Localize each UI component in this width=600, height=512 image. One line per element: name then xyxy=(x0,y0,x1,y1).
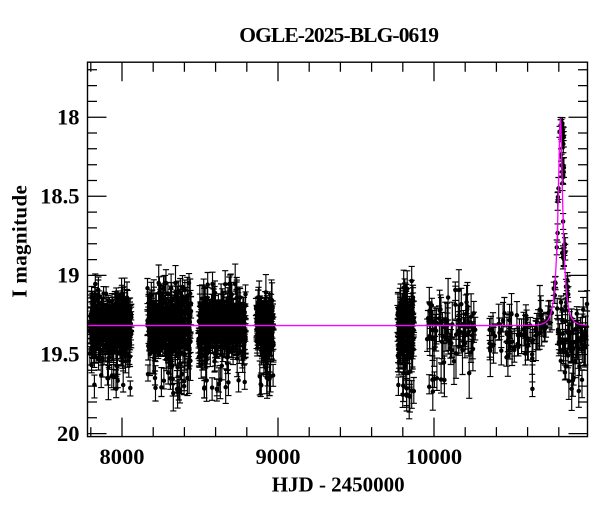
svg-text:I magnitude: I magnitude xyxy=(7,185,31,298)
svg-text:19.5: 19.5 xyxy=(40,342,79,367)
svg-text:10000: 10000 xyxy=(406,444,462,469)
svg-text:HJD - 2450000: HJD - 2450000 xyxy=(272,472,405,496)
svg-text:9000: 9000 xyxy=(256,444,301,469)
svg-text:18.5: 18.5 xyxy=(40,184,79,209)
svg-text:18: 18 xyxy=(57,104,80,129)
svg-text:OGLE-2025-BLG-0619: OGLE-2025-BLG-0619 xyxy=(239,23,438,47)
svg-text:20: 20 xyxy=(57,421,80,446)
svg-text:19: 19 xyxy=(57,263,80,288)
svg-text:8000: 8000 xyxy=(100,444,145,469)
